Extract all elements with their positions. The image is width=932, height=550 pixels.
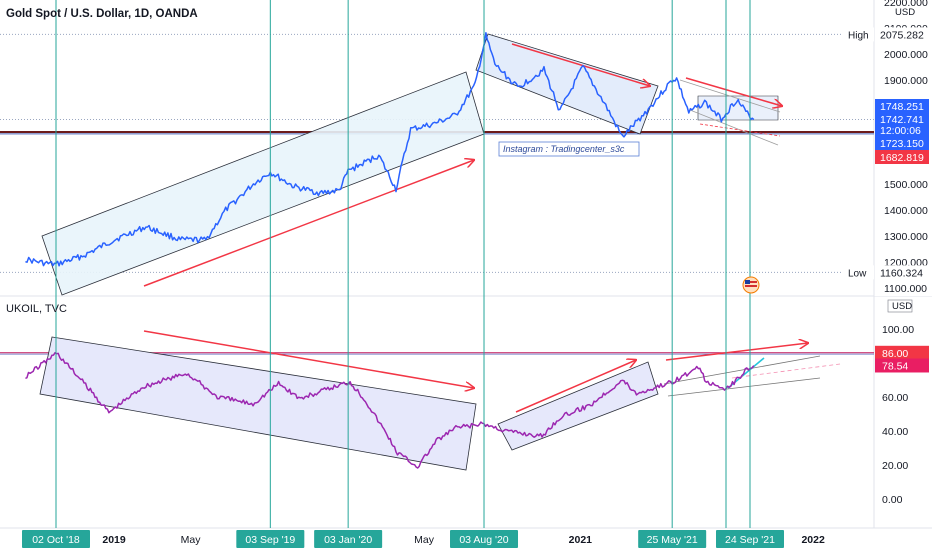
time-marker-bg-5 [716, 530, 784, 548]
time-marker-0: 02 Oct '18 [32, 534, 80, 546]
time-marker-bg-4 [638, 530, 707, 548]
time-marker-bg-2 [314, 530, 383, 548]
low-tag-caption-bg [843, 265, 874, 280]
time-marker-1: 03 Sep '19 [245, 534, 295, 546]
oil-price-line [25, 351, 755, 469]
price-tag-1723-bg [875, 136, 929, 150]
watermark-text: Instagram : Tradingcenter_s3c [503, 144, 625, 154]
arrow-up-oil [515, 360, 636, 413]
oil-wedge-lower [667, 377, 821, 397]
arrow-down-gold-2 [685, 77, 782, 106]
flag-icon[interactable] [742, 276, 760, 294]
arrow-down-gold [511, 43, 650, 86]
oil-wedge-upper [663, 355, 821, 385]
time-marker-bg-1 [236, 530, 305, 548]
time-marker-4: 25 May '21 [647, 534, 698, 546]
oil-tag-78-bg [875, 358, 929, 373]
high-tag-bg [875, 27, 929, 42]
gold-y-tick-0: 2200.000 [884, 0, 928, 9]
oil-y-tick-3: 40.00 [882, 426, 908, 438]
high-tag: 2075.282 [880, 29, 924, 41]
gold-y-tick-2: 2000.000 [884, 49, 928, 61]
watermark-box [498, 141, 640, 157]
gold-y-tick-9: 1100.000 [884, 283, 927, 295]
countdown-tag-bg [875, 123, 929, 137]
arrow-up-oil-2 [665, 343, 808, 361]
gold-chart-title: Gold Spot / U.S. Dollar, 1D, OANDA [6, 8, 198, 20]
oil-chart-title: UKOIL, TVC [6, 303, 67, 315]
oil-y-tick-0: 100.00 [882, 324, 914, 336]
price-tag-1682: 1682.819 [880, 152, 924, 164]
gold-y-tick-5: 1500.000 [884, 179, 928, 191]
oil-tag-86: 86.00 [882, 348, 908, 360]
price-tag-1748: 1748.251 [880, 101, 924, 113]
low-tag-bg [875, 265, 929, 280]
oil-unit-label: USD [892, 301, 912, 312]
gold-unit-label: USD [895, 7, 915, 18]
gold-price-line [25, 32, 755, 267]
price-scale-oil [874, 297, 932, 527]
time-marker-bg-3 [450, 530, 519, 548]
time-tick-0: 2019 [102, 534, 126, 546]
time-marker-bg-0 [22, 530, 90, 548]
wedge-mid [699, 123, 781, 137]
gold-y-tick-6: 1400.000 [884, 205, 928, 217]
oil-falling-channel [39, 336, 477, 471]
price-tag-1723: 1723.150 [880, 138, 924, 150]
falling-channel [475, 33, 659, 135]
time-tick-1: May [181, 534, 202, 546]
price-tag-1682-bg [875, 150, 929, 164]
time-tick-2: May [414, 534, 435, 546]
oil-y-tick-5: 0.00 [882, 494, 903, 506]
gold-y-tick-7: 1300.000 [884, 231, 928, 243]
time-marker-2: 03 Jan '20 [324, 534, 372, 546]
oil-tag-86-bg [875, 345, 929, 360]
gold-y-tick-3: 1900.000 [884, 75, 928, 87]
high-tag-caption-bg [843, 27, 874, 42]
low-tag: 1160.324 [880, 267, 923, 279]
high-tag-caption: High [848, 30, 869, 41]
time-tick-5: 2022 [801, 534, 825, 546]
price-tag-1742-bg [875, 112, 929, 126]
oil-unit-box [887, 299, 913, 313]
arrow-down-oil [143, 330, 474, 388]
wedge-upper [679, 79, 781, 113]
price-tag-1748-bg [875, 99, 929, 113]
oil-tag-78: 78.54 [882, 360, 908, 372]
oil-rising-channel [497, 361, 659, 451]
oil-y-tick-4: 20.00 [882, 460, 908, 472]
time-tick-3: 2021 [569, 534, 593, 546]
low-tag-caption: Low [848, 268, 867, 279]
arrow-up-gold [143, 160, 474, 287]
time-marker-3: 03 Aug '20 [459, 534, 508, 546]
countdown-tag: 12:00:06 [880, 125, 921, 137]
oil-y-tick-2: 60.00 [882, 392, 908, 404]
wedge-lower [689, 109, 779, 146]
time-marker-5: 24 Sep '21 [725, 534, 775, 546]
